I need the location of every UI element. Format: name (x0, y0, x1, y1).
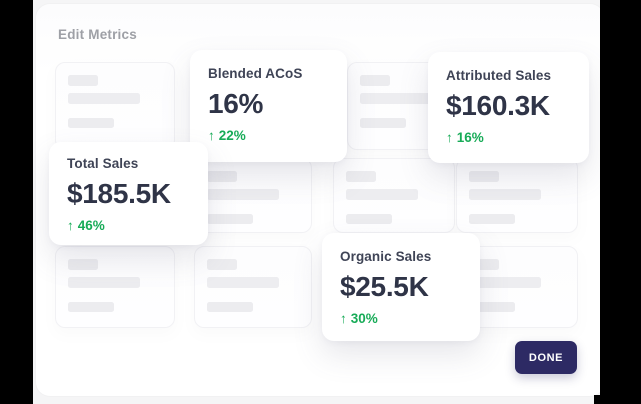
metric-value: $185.5K (67, 178, 171, 209)
skeleton-bar (68, 302, 114, 312)
skeleton-bar (360, 93, 432, 104)
skeleton-bar (346, 171, 376, 182)
skeleton-bar (68, 93, 140, 104)
skeleton-bar (469, 302, 515, 312)
skeleton-card (456, 158, 578, 233)
metric-value: $160.3K (446, 90, 550, 121)
skeleton-bar (207, 171, 237, 182)
skeleton-bar (469, 214, 515, 224)
skeleton-card (333, 158, 455, 233)
done-button[interactable]: DONE (515, 341, 577, 374)
skeleton-bar (207, 189, 279, 200)
trend-up-icon: ↑ (208, 128, 215, 143)
metric-delta-value: 30% (350, 311, 378, 326)
metric-title: Blended ACoS (208, 66, 303, 81)
skeleton-bar (68, 118, 114, 128)
skeleton-bar (469, 277, 541, 288)
metric-delta: ↑ 22% (208, 128, 329, 143)
skeleton-bar (207, 302, 253, 312)
metric-title: Total Sales (67, 156, 139, 171)
metric-card-total-sales[interactable]: Total Sales $185.5K ↑ 46% (49, 142, 208, 245)
skeleton-bar (360, 118, 406, 128)
metric-card-blended-acos[interactable]: Blended ACoS 16% ↑ 22% (190, 50, 347, 162)
skeleton-bar (346, 189, 418, 200)
skeleton-bar (469, 189, 541, 200)
metric-delta: ↑ 46% (67, 218, 190, 233)
skeleton-card (194, 246, 312, 328)
metric-value: $25.5K (340, 271, 429, 302)
metric-delta: ↑ 30% (340, 311, 462, 326)
skeleton-bar (68, 259, 98, 270)
trend-up-icon: ↑ (446, 130, 453, 145)
trend-up-icon: ↑ (340, 311, 347, 326)
skeleton-bar (360, 75, 390, 86)
skeleton-bar (469, 171, 499, 182)
page-title: Edit Metrics (58, 27, 137, 42)
skeleton-card (194, 158, 312, 233)
metric-card-organic-sales[interactable]: Organic Sales $25.5K ↑ 30% (322, 233, 480, 341)
metric-delta: ↑ 16% (446, 130, 571, 145)
skeleton-bar (207, 277, 279, 288)
metric-card-attributed-sales[interactable]: Attributed Sales $160.3K ↑ 16% (428, 52, 589, 163)
metric-title: Organic Sales (340, 249, 432, 264)
skeleton-bar (68, 277, 140, 288)
skeleton-bar (207, 259, 237, 270)
metric-delta-value: 46% (77, 218, 105, 233)
skeleton-card (55, 246, 175, 328)
skeleton-bar (469, 259, 499, 270)
metric-delta-value: 16% (456, 130, 484, 145)
trend-up-icon: ↑ (67, 218, 74, 233)
skeleton-bar (68, 75, 98, 86)
metric-delta-value: 22% (218, 128, 246, 143)
skeleton-card (55, 62, 175, 150)
skeleton-bar (207, 214, 253, 224)
metric-title: Attributed Sales (446, 68, 552, 83)
metric-value: 16% (208, 88, 264, 119)
skeleton-bar (346, 214, 392, 224)
